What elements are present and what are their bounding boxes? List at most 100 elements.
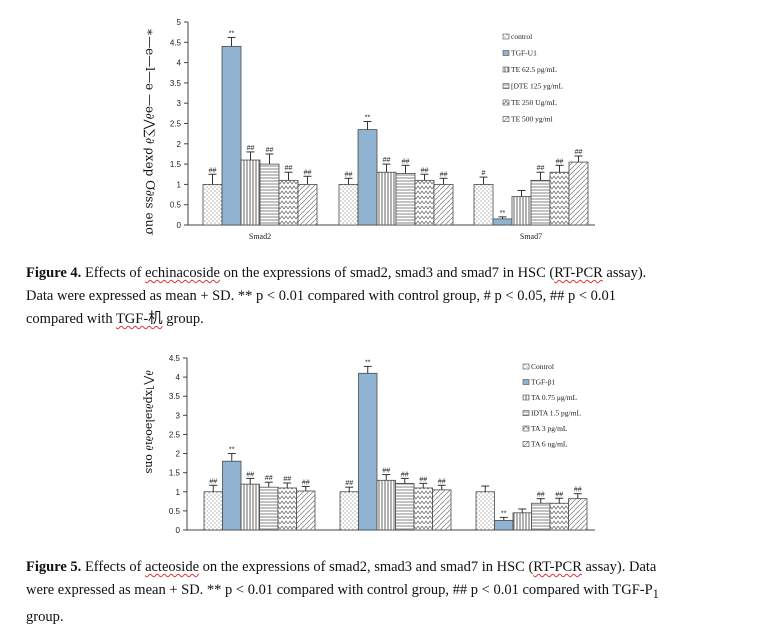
- caption-text: were expressed as mean + SD. ** p < 0.01…: [26, 582, 653, 598]
- caption-text: Effects of: [81, 559, 146, 575]
- fig5-data-label: ##: [345, 480, 353, 487]
- figure4-caption-line3: compared with TGF-机 group.: [26, 308, 766, 331]
- caption-text: on the expressions of smad2, smad3 and s…: [199, 559, 534, 575]
- fig4-bar: [549, 171, 570, 226]
- fig5-tick-label: 2.5: [169, 430, 181, 439]
- fig5-legend-swatch: [522, 394, 530, 401]
- fig4-legend-swatch: [502, 33, 510, 40]
- fig4-bar: [259, 163, 280, 226]
- fig5-data-label: **: [501, 510, 507, 517]
- fig5-data-label: ##: [302, 479, 310, 486]
- fig5-data-label: ##: [209, 478, 217, 485]
- fig4-data-label: ##: [402, 158, 410, 165]
- fig5-bar: [222, 460, 242, 531]
- fig4-data-label: ##: [383, 157, 391, 164]
- fig5-legend-swatch: [522, 379, 530, 385]
- fig5-tick-label: 1.5: [169, 469, 181, 478]
- figure5-caption-line1: Figure 5. Effects of acteoside on the ex…: [26, 556, 771, 579]
- fig4-bar: [395, 173, 416, 226]
- fig4-y-axis-label: ∗—e—l—ǝ —ǝ∂⋀∑∂ ρxǝp Ơ∂ss ǝuσ: [143, 28, 157, 235]
- fig5-legend-label: TA 3 pg/mL: [531, 424, 568, 433]
- fig4-legend-swatch: [502, 83, 510, 89]
- fig5-legend-label: TA 6 ug/mL: [531, 440, 568, 449]
- fig4-legend-swatch: [502, 50, 510, 56]
- figure4-caption: Figure 4. Effects of echinacoside on the…: [26, 262, 766, 331]
- fig5-bar: [413, 487, 433, 531]
- fig4-tick-label: 1.5: [170, 160, 182, 169]
- fig4-bar: [221, 45, 242, 226]
- fig5-data-label: ##: [265, 475, 273, 482]
- fig5-tick-label: 2: [176, 450, 181, 459]
- fig5-tick-label: 0: [176, 526, 181, 535]
- fig4-data-label: **: [365, 114, 371, 121]
- figure5-chart: 0 0.5 1 1.5 2 2.5 3 3.5 4 4.5 ∂⋀˥xp∂ıǝlǝo∂ı∂ ons ##…: [143, 354, 595, 535]
- fig4-tick-label: 5: [177, 18, 182, 27]
- fig5-tick-label: 3.5: [169, 392, 181, 401]
- fig4-bar: [202, 183, 223, 226]
- figure5-caption-line3: group.: [26, 608, 64, 625]
- caption-text: echinacoside: [145, 265, 220, 281]
- fig4-bar: [530, 179, 551, 226]
- fig4-data-label: ##: [285, 165, 293, 172]
- fig5-bar: [494, 520, 514, 531]
- fig5-legend-label: Control: [531, 362, 554, 371]
- figure5-caption: Figure 5. Effects of acteoside on the ex…: [26, 556, 771, 629]
- fig4-data-label: ##: [345, 171, 353, 178]
- fig4-legend-swatch: [502, 66, 510, 73]
- fig4-data-label: ##: [440, 171, 448, 178]
- fig4-tick-label: 0.5: [170, 201, 182, 210]
- fig4-data-label: ##: [266, 147, 274, 154]
- caption-text: 1: [652, 586, 659, 601]
- fig4-data-label: ##: [556, 158, 564, 165]
- fig5-bar: [475, 491, 495, 531]
- figure4-caption-line2: Data were expressed as mean + SD. ** p <…: [26, 288, 617, 304]
- fig4-data-label: ##: [209, 167, 217, 174]
- fig4-bar: [240, 159, 261, 226]
- fig5-bar: [296, 490, 316, 531]
- fig5-data-label: ##: [438, 478, 446, 485]
- fig5-tick-label: 4.5: [169, 354, 181, 363]
- fig4-data-label: ##: [247, 145, 255, 152]
- caption-text: TGF-机: [115, 311, 163, 327]
- fig4-bar: [433, 183, 454, 226]
- fig4-tick-label: 3: [177, 99, 182, 108]
- fig5-legend-swatch: [522, 363, 530, 370]
- fig4-data-label: ##: [537, 165, 545, 172]
- fig5-legend-label: TA 0.75 μg/mL: [531, 393, 578, 402]
- fig5-bar: [376, 479, 396, 531]
- fig5-bar: [549, 502, 569, 531]
- fig4-category-label: Smad2: [249, 232, 271, 241]
- fig4-bar: [414, 179, 435, 226]
- fig4-legend-label: [DTE 125 yg/mL: [511, 82, 563, 91]
- caption-text: compared with: [26, 311, 116, 327]
- fig5-bar: [568, 498, 588, 531]
- fig5-y-axis-label: ∂⋀˥xp∂ıǝlǝo∂ı∂ ons: [143, 370, 156, 474]
- fig4-legend-swatch: [502, 99, 510, 106]
- fig5-bar: [432, 489, 452, 531]
- caption-text: acteoside: [145, 559, 200, 575]
- figure5-caption-label: Figure 5.: [26, 559, 82, 575]
- fig4-legend-label: control: [511, 32, 532, 41]
- fig5-tick-label: 4: [176, 373, 181, 382]
- fig5-bar: [339, 491, 359, 531]
- caption-text: Effects of: [81, 265, 146, 281]
- fig5-data-label: ##: [419, 476, 427, 483]
- fig5-bar: [358, 372, 378, 531]
- fig4-legend-label: TE 250 Ug/mL: [511, 98, 557, 107]
- fig5-data-label: ##: [401, 471, 409, 478]
- fig4-tick-label: 4.5: [170, 38, 182, 47]
- fig4-bar: [376, 171, 397, 226]
- fig5-data-label: ##: [555, 491, 563, 498]
- fig5-data-label: ##: [537, 492, 545, 499]
- figure4-chart: 0 0.5 1 1.5 2 2.5 3 3.5 4 4.5 5 ∗—e—l—ǝ —ǝ∂⋀∑∂ ρxǝp…: [143, 18, 595, 241]
- caption-text: on the expressions of smad2, smad3 and s…: [219, 265, 555, 281]
- fig4-bar: [473, 183, 494, 226]
- fig4-legend-label: TE 500 yg/ml: [511, 115, 553, 124]
- fig5-data-label: ##: [283, 476, 291, 483]
- fig4-bar: [357, 129, 378, 226]
- figure4-caption-line1: Figure 4. Effects of echinacoside on the…: [26, 262, 766, 285]
- fig4-tick-label: 4: [177, 59, 182, 68]
- fig5-tick-label: 1: [176, 488, 181, 497]
- fig4-bar: [492, 218, 513, 226]
